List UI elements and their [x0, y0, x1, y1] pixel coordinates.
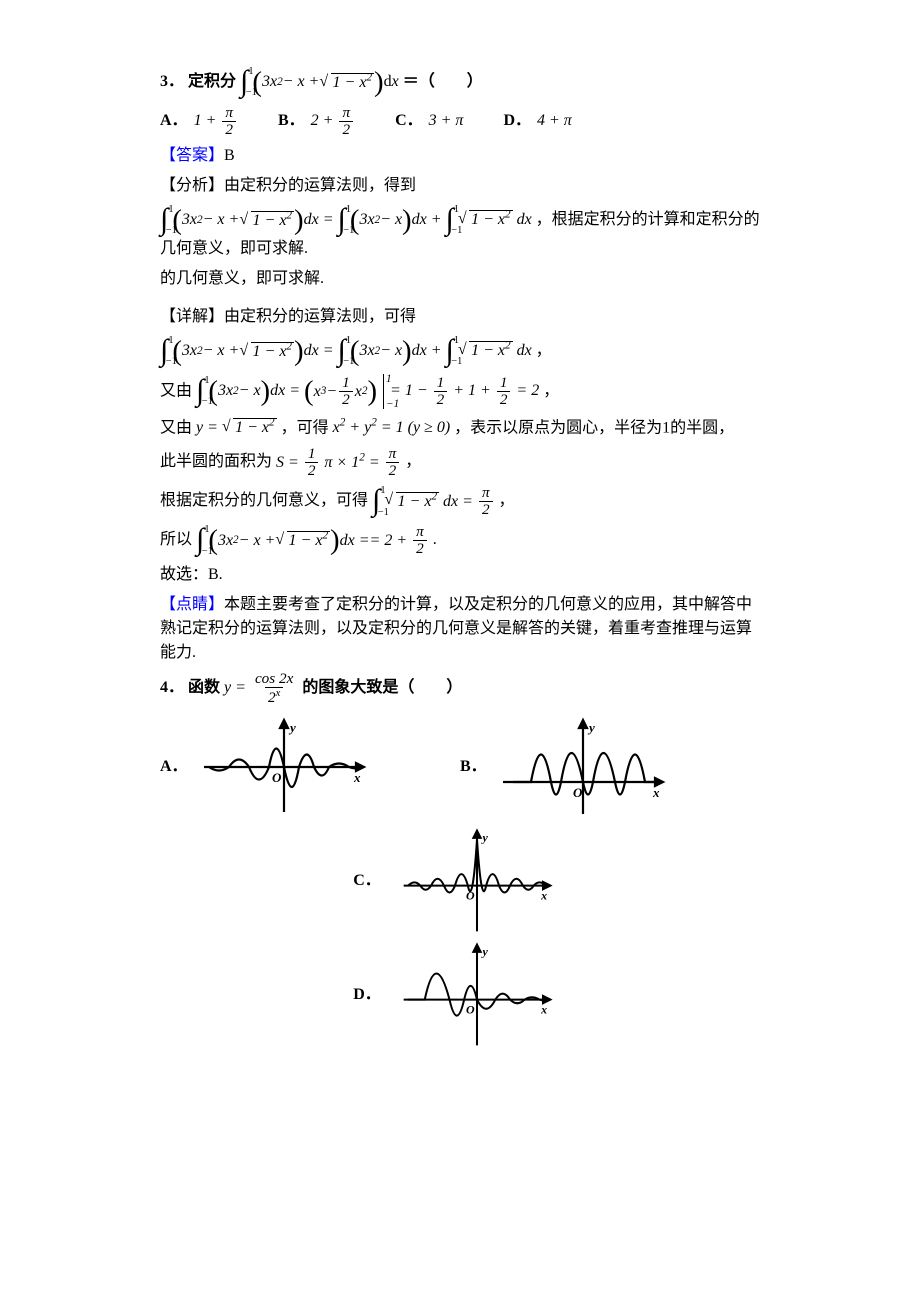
q4-option-d[interactable]: D． y x O — [160, 940, 760, 1050]
q3-option-b[interactable]: B． 2 + π2 — [278, 105, 355, 138]
q3-detail-line1: 【详解】由定积分的运算法则，可得 — [160, 305, 760, 329]
q4-option-b[interactable]: B． y x O — [460, 712, 760, 822]
svg-text:y: y — [587, 720, 595, 735]
q4-stem-prefix: 函数 — [188, 679, 220, 696]
q3-options: A． 1 + π2 B． 2 + π2 C． 3 + π D． 4 + π — [160, 105, 760, 138]
analysis-text-before: 由定积分的运算法则，得到 — [224, 177, 416, 194]
q3-detail-line5: 根据定积分的几何意义，可得 ∫1−1 1 − x2 dx = π2 ， — [160, 485, 760, 518]
q3-stem: 3． 定积分 ∫1−1 (3x2 − x + 1 − x2)dx ＝（ ） — [160, 66, 760, 99]
svg-text:O: O — [466, 1003, 475, 1017]
answer-value: B — [224, 147, 235, 164]
q4-option-c[interactable]: C． y x O — [160, 826, 760, 936]
q3-stem-prefix: 定积分 — [188, 73, 236, 90]
svg-text:y: y — [288, 720, 296, 735]
q3-number: 3． — [160, 73, 184, 90]
q3-analysis-eq: ∫1−1 (3x2 − x + 1 − x2)dx = ∫1−1 (3x2 − … — [160, 204, 760, 261]
q3-detail-line4: 此半圆的面积为 S = 12 π × 12 = π2 ， — [160, 446, 760, 479]
q3-analysis: 【分析】由定积分的运算法则，得到 — [160, 174, 760, 198]
q4-func: y = cos 2x2x — [224, 679, 302, 696]
svg-text:x: x — [353, 770, 361, 785]
svg-text:O: O — [272, 770, 282, 785]
q4-options-row-ab: A． y x O B． y x O — [160, 712, 760, 822]
q4-stem: 4． 函数 y = cos 2x2x 的图象大致是（ ） — [160, 671, 760, 706]
q3-option-c[interactable]: C． 3 + π — [395, 105, 463, 138]
q4-stem-suffix: 的图象大致是（ ） — [302, 679, 462, 696]
analysis-label: 【分析】 — [160, 177, 224, 194]
q4-graph-d: y x O — [387, 940, 567, 1050]
svg-text:x: x — [540, 1003, 547, 1017]
svg-text:y: y — [480, 831, 488, 845]
q3-stem-suffix: ＝（ ） — [403, 73, 483, 90]
q3-option-d[interactable]: D． 4 + π — [503, 105, 571, 138]
q3-detail-line6: 所以 ∫1−1 (3x2 − x + 1 − x2)dx == 2 + π2 . — [160, 524, 760, 557]
q3-detail-eq2: 又由 ∫1−1 (3x2 − x)dx = ( x3 − 12 x2 ) 1−1… — [160, 374, 760, 409]
dianjing-text: 本题主要考查了定积分的计算，以及定积分的几何意义的应用，其中解答中熟记定积分的运… — [160, 596, 752, 661]
q3-detail-line3: 又由 y = 1 − x2 ，可得 x2 + y2 = 1 (y ≥ 0) ，表… — [160, 415, 760, 440]
dianjing-label: 【点睛】 — [160, 596, 224, 613]
q3-dianjing: 【点睛】本题主要考查了定积分的计算，以及定积分的几何意义的应用，其中解答中熟记定… — [160, 593, 760, 665]
svg-text:x: x — [540, 889, 547, 903]
q3-detail-eq1: ∫1−1 (3x2 − x + 1 − x2)dx = ∫1−1 (3x2 − … — [160, 335, 760, 368]
q3-analysis-tail: 的几何意义，即可求解. — [160, 267, 760, 291]
q4-option-a[interactable]: A． y x O — [160, 712, 460, 822]
q4-graph-b: y x O — [493, 712, 673, 822]
detail-label: 【详解】 — [160, 308, 224, 325]
q4-number: 4． — [160, 679, 184, 696]
q3-option-a[interactable]: A． 1 + π2 — [160, 105, 238, 138]
svg-text:y: y — [480, 945, 488, 959]
svg-text:O: O — [573, 785, 583, 800]
q3-integral: ∫1−1 (3x2 − x + 1 − x2)dx — [240, 73, 403, 90]
q3-answer: 【答案】B — [160, 144, 760, 168]
q3-choice: 故选：B. — [160, 563, 760, 587]
answer-label: 【答案】 — [160, 147, 224, 164]
q4-graph-c: y x O — [387, 826, 567, 936]
q4-graph-a: y x O — [194, 712, 374, 822]
svg-text:x: x — [652, 785, 660, 800]
svg-text:O: O — [466, 889, 475, 903]
